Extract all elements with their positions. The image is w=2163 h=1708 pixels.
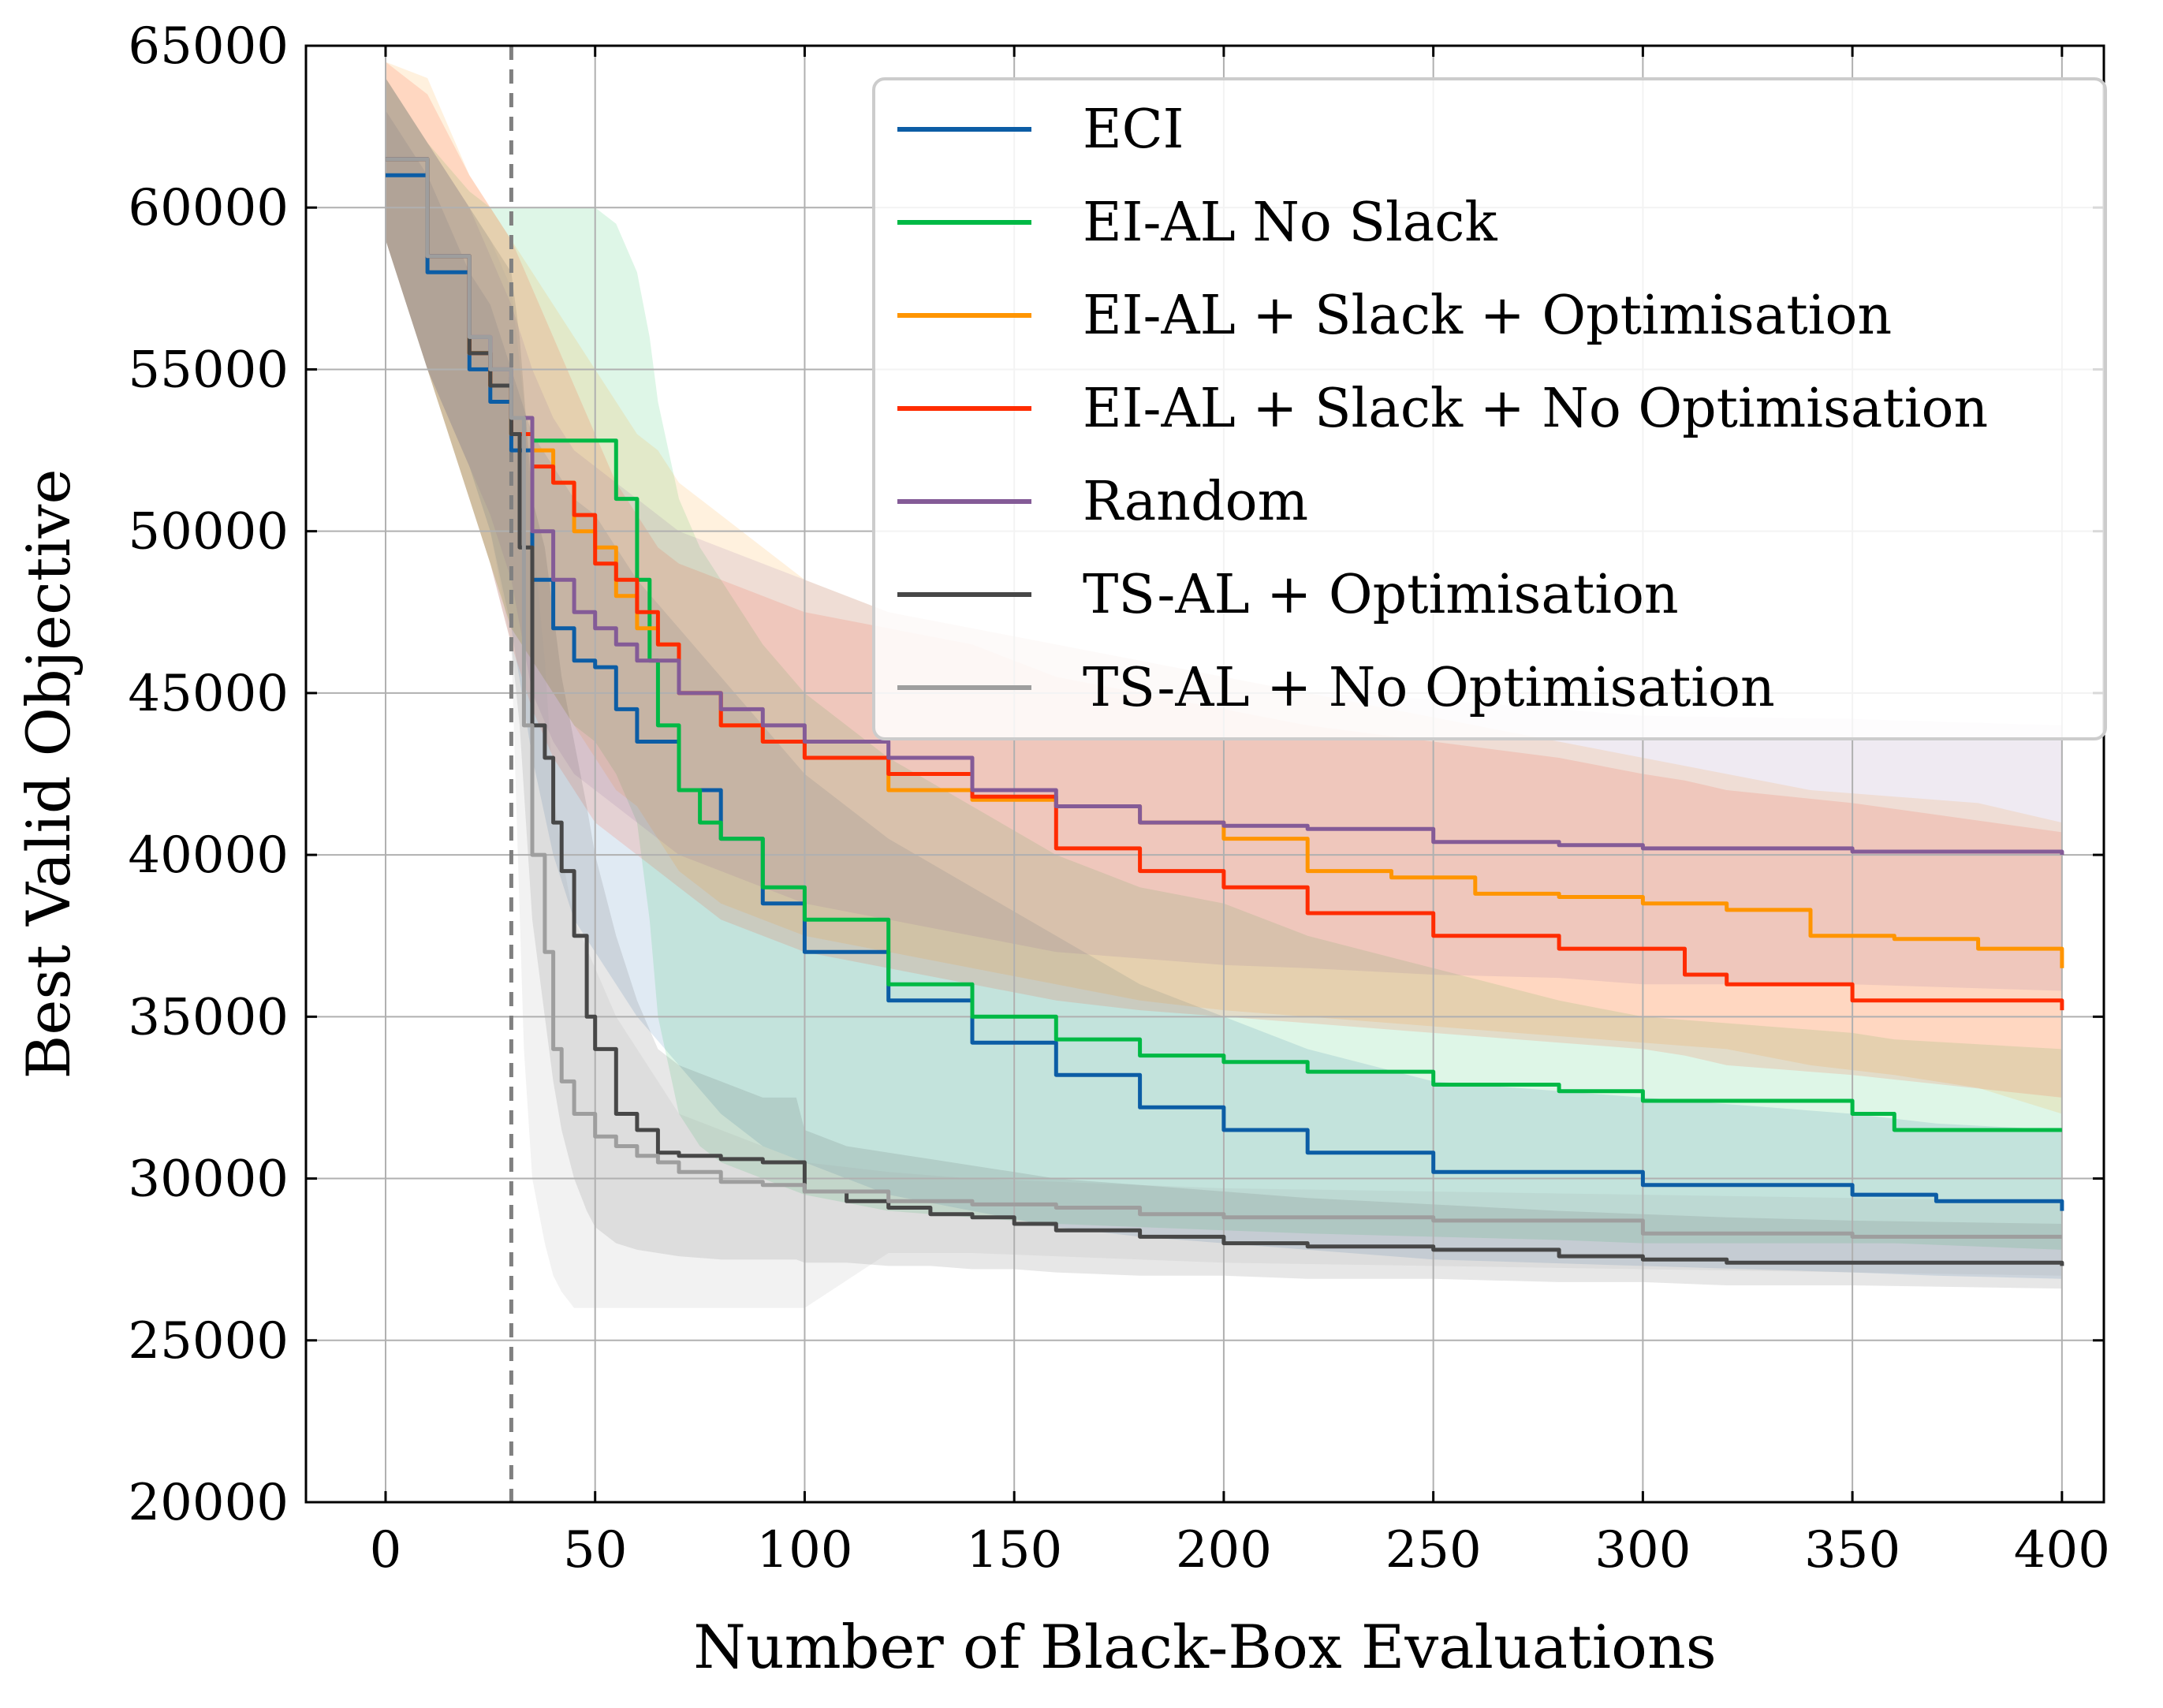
band-series-6 [386,78,2062,1308]
line-series-6 [386,157,2062,1239]
legend-label-1: EI-AL No Slack [1083,192,1497,254]
y-tick-label: 30000 [128,1150,289,1209]
y-axis-title: Best Valid Objective [13,469,84,1080]
y-tick-label: 60000 [128,179,289,237]
legend-label-2: EI-AL + Slack + Optimisation [1083,285,1892,347]
y-tick-label: 25000 [128,1312,289,1371]
y-tick-label: 45000 [128,665,289,723]
y-tick-label: 20000 [128,1474,289,1532]
x-tick-label: 150 [966,1521,1062,1579]
legend-label-3: EI-AL + Slack + No Optimisation [1083,378,1988,440]
x-tick-label: 0 [370,1521,402,1579]
y-tick-label: 50000 [128,503,289,561]
legend-box [872,77,2107,740]
x-tick-label: 350 [1804,1521,1900,1579]
axes [304,44,2105,1504]
legend: ECI EI-AL No Slack EI-AL + Slack + Optimis… [872,77,2107,740]
x-axis-title: Number of Black-Box Evaluations [693,1612,1717,1682]
x-tick-label: 300 [1594,1521,1691,1579]
x-tick-label: 100 [756,1521,852,1579]
legend-label-0: ECI [1083,99,1184,161]
x-tick-label: 400 [2014,1521,2110,1579]
y-tick-label: 35000 [128,988,289,1046]
y-tick-label: 55000 [128,341,289,399]
legend-label-4: Random [1083,471,1308,533]
x-tick-label: 250 [1385,1521,1482,1579]
series-lines [386,157,2064,1266]
y-tick-label: 65000 [128,17,289,76]
y-tick-label: 40000 [128,826,289,885]
plot-frame [304,44,2105,1504]
legend-label-5: TS-AL + Optimisation [1083,564,1679,626]
legend-label-6: TS-AL + No Optimisation [1083,657,1775,719]
line-series-5 [386,157,2064,1266]
ticks: 0 50 100 150 200 250 300 350 400 20000 25000 30000 3… [128,17,2110,1579]
x-tick-label: 200 [1176,1521,1272,1579]
x-tick-label: 50 [563,1521,627,1579]
